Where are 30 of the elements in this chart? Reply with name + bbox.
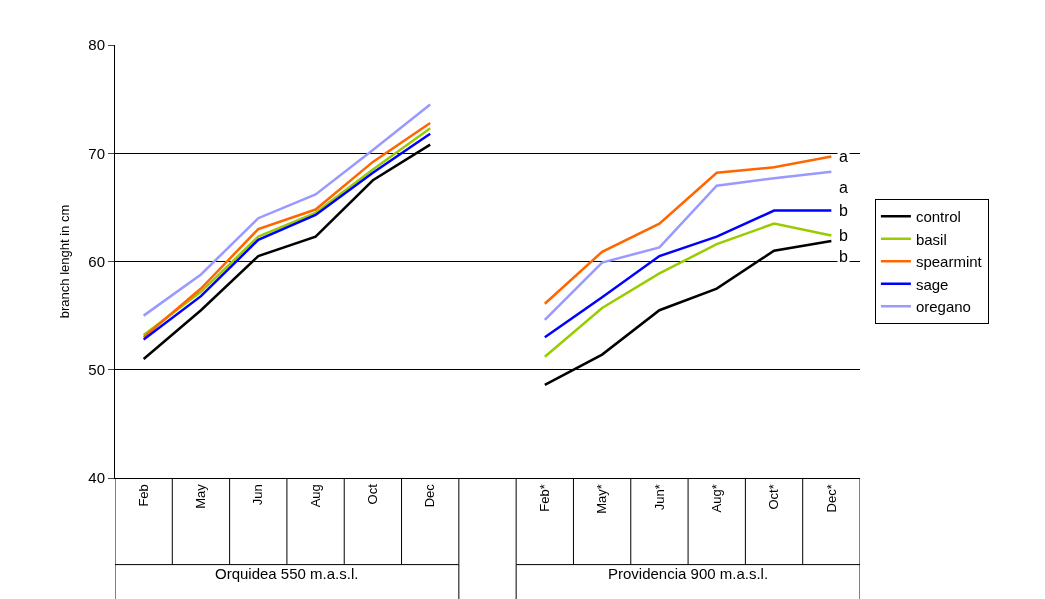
x-tick-label: Aug: [307, 484, 323, 508]
legend-label: spearmint: [915, 253, 983, 271]
legend-label: control: [915, 208, 961, 226]
y-tick-label: 60: [88, 252, 105, 270]
x-tick-label: Oct: [365, 483, 381, 505]
x-tick-label: Feb: [135, 484, 151, 507]
x-tick-label: Jun*: [651, 484, 667, 511]
x-tick-label: Aug*: [708, 484, 724, 513]
annotation: b: [839, 227, 848, 244]
legend-label: basil: [915, 230, 947, 248]
annotation: b: [839, 248, 848, 265]
annotation: a: [839, 179, 848, 196]
legend-label: sage: [915, 275, 949, 293]
y-axis-title: branch lenght in cm: [57, 204, 73, 319]
text: Providencia 900 m.a.s.l.: [608, 565, 769, 582]
annotation: b: [839, 202, 848, 219]
y-tick-label: 80: [88, 36, 105, 54]
x-tick-label: Oct*: [766, 484, 782, 510]
x-tick-label: Feb*: [537, 484, 553, 512]
x-tick-label: Dec: [422, 483, 438, 508]
y-tick-label: 40: [88, 469, 105, 487]
y-tick-label: 50: [88, 361, 105, 378]
text: Orquidea 550 m.a.s.l.: [215, 565, 359, 582]
y-tick-label: 70: [88, 144, 105, 162]
x-tick-label: May: [193, 483, 209, 509]
x-tick-label: Dec*: [823, 484, 839, 513]
annotation: a: [839, 148, 848, 165]
x-tick-label: May*: [594, 484, 610, 514]
x-tick-label: Jun: [250, 484, 266, 506]
legend-label: oregano: [915, 298, 971, 316]
